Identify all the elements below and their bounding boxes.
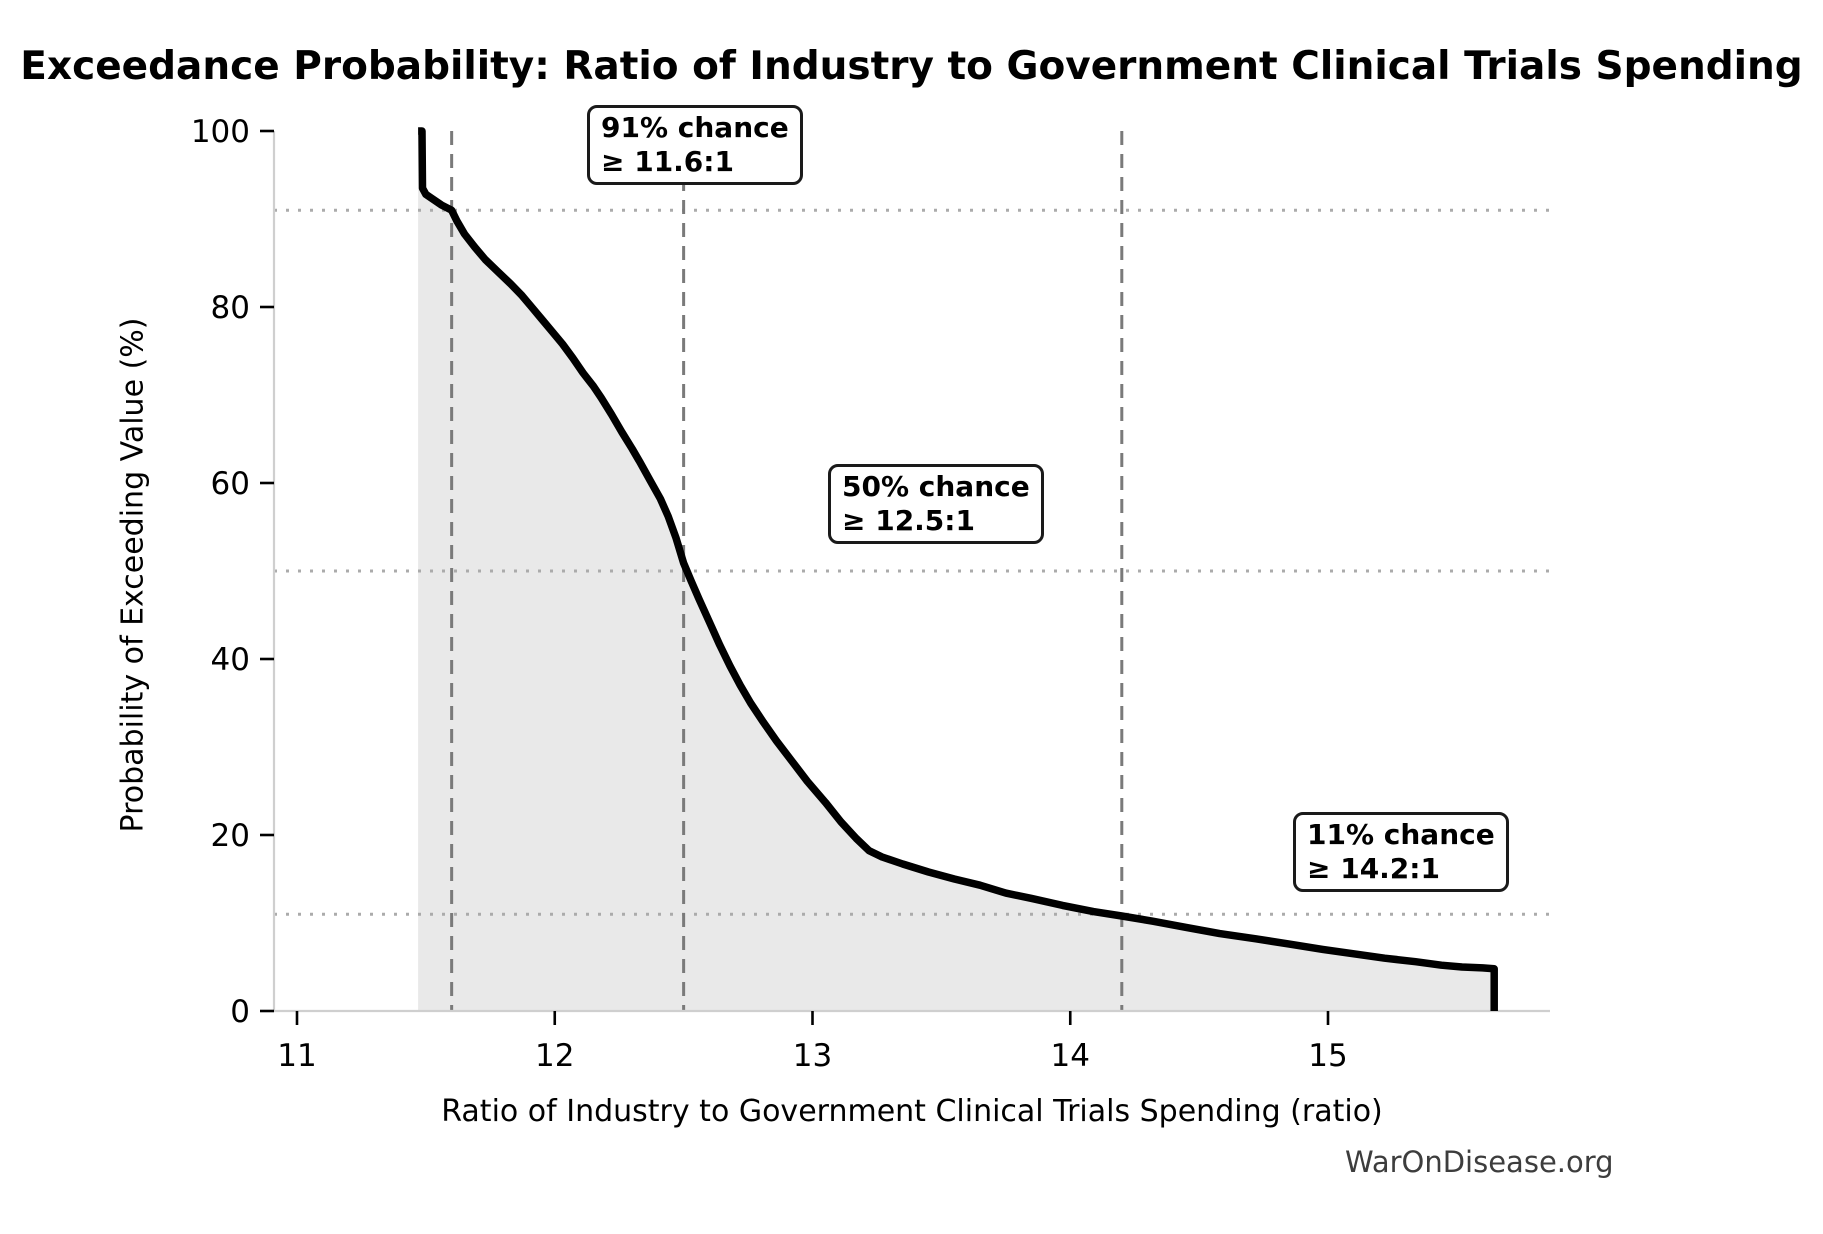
y-tick-label-0: 0 (230, 994, 250, 1030)
x-tick-label-14: 14 (1051, 1038, 1090, 1074)
y-tick-label-100: 100 (191, 114, 250, 150)
annotation-50-line1: 50% chance (842, 470, 1030, 503)
y-axis-ticks: 0 20 40 60 80 100 (191, 114, 274, 1030)
area-fill (418, 131, 1495, 1011)
x-tick-label-13: 13 (793, 1038, 832, 1074)
annotation-50-line2: ≥ 12.5:1 (842, 504, 975, 537)
dotted-gridlines (274, 208, 1550, 916)
annotation-11-percent: 11% chance ≥ 14.2:1 (1293, 812, 1509, 892)
exceedance-curve (418, 127, 1498, 1011)
annotation-11-line2: ≥ 14.2:1 (1307, 852, 1440, 885)
chart-title: Exceedance Probability: Ratio of Industr… (20, 44, 1803, 89)
annotation-91-percent: 91% chance ≥ 11.6:1 (587, 105, 803, 185)
annotation-50-percent: 50% chance ≥ 12.5:1 (828, 464, 1044, 544)
x-axis-ticks: 11 12 13 14 15 (277, 1011, 1348, 1074)
y-tick-label-40: 40 (211, 642, 250, 678)
y-tick-label-80: 80 (211, 290, 250, 326)
annotation-91-line1: 91% chance (601, 111, 789, 144)
annotation-91-line2: ≥ 11.6:1 (601, 145, 734, 178)
y-axis-label: Probability of Exceeding Value (%) (115, 317, 151, 833)
watermark: WarOnDisease.org (1345, 1145, 1614, 1179)
x-tick-label-11: 11 (277, 1038, 316, 1074)
y-tick-label-60: 60 (211, 466, 250, 502)
x-axis-label: Ratio of Industry to Government Clinical… (441, 1094, 1383, 1129)
y-tick-label-20: 20 (211, 818, 250, 854)
annotation-11-line1: 11% chance (1307, 818, 1495, 851)
x-tick-label-12: 12 (535, 1038, 574, 1074)
x-tick-label-15: 15 (1308, 1038, 1347, 1074)
